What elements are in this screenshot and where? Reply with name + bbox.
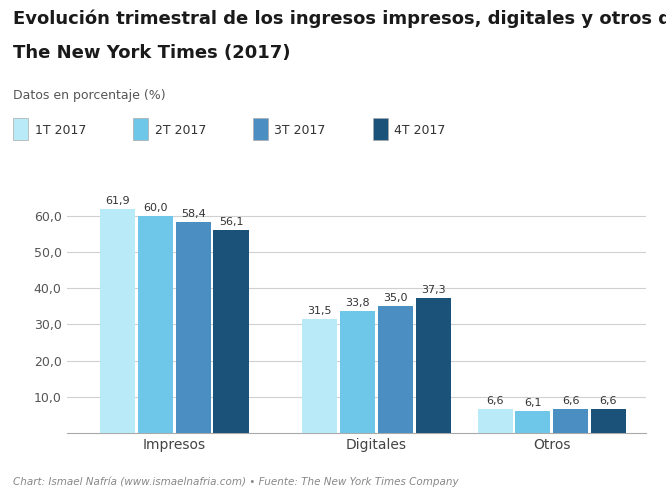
- Bar: [478, 409, 513, 433]
- Text: The New York Times (2017): The New York Times (2017): [13, 44, 291, 62]
- Text: 31,5: 31,5: [308, 306, 332, 316]
- Text: 58,4: 58,4: [181, 209, 206, 219]
- Text: 6,6: 6,6: [486, 396, 504, 406]
- Text: Evolución trimestral de los ingresos impresos, digitales y otros de: Evolución trimestral de los ingresos imp…: [13, 10, 666, 29]
- Bar: [302, 319, 338, 433]
- Bar: [138, 216, 173, 433]
- Text: 1T 2017: 1T 2017: [35, 124, 86, 137]
- Text: 37,3: 37,3: [421, 285, 446, 295]
- Text: 6,1: 6,1: [524, 398, 541, 408]
- Text: 35,0: 35,0: [383, 293, 408, 304]
- Text: 60,0: 60,0: [143, 203, 168, 213]
- Text: 3T 2017: 3T 2017: [274, 124, 326, 137]
- Bar: [101, 209, 135, 433]
- Text: 56,1: 56,1: [218, 217, 243, 227]
- Bar: [378, 307, 413, 433]
- Text: Chart: Ismael Nafría (www.ismaelnafria.com) • Fuente: The New York Times Company: Chart: Ismael Nafría (www.ismaelnafria.c…: [13, 477, 459, 487]
- Text: 61,9: 61,9: [105, 196, 130, 206]
- Text: 6,6: 6,6: [562, 396, 579, 406]
- Bar: [553, 409, 588, 433]
- Text: 4T 2017: 4T 2017: [394, 124, 446, 137]
- Bar: [214, 230, 248, 433]
- Text: 33,8: 33,8: [346, 298, 370, 308]
- Bar: [340, 310, 375, 433]
- Text: 2T 2017: 2T 2017: [155, 124, 206, 137]
- Bar: [416, 298, 451, 433]
- Bar: [176, 222, 210, 433]
- Bar: [591, 409, 626, 433]
- Text: 6,6: 6,6: [599, 396, 617, 406]
- Text: Datos en porcentaje (%): Datos en porcentaje (%): [13, 89, 166, 101]
- Bar: [515, 411, 550, 433]
